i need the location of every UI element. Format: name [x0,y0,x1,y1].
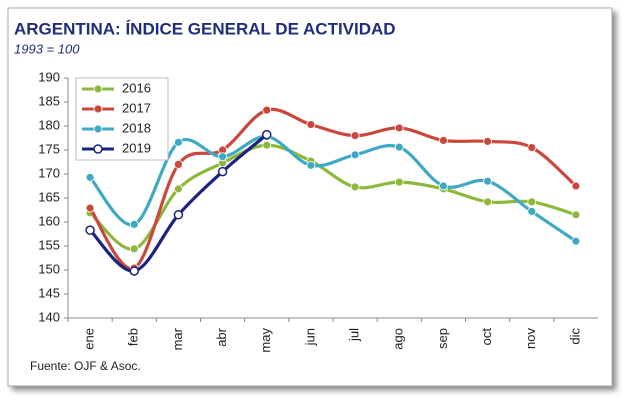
point [483,197,492,207]
point [174,184,183,194]
x-tick-label: oct [479,328,494,346]
point [217,166,228,177]
x-tick-label: sep [435,328,450,349]
point [439,135,448,145]
y-tick-label: 150 [38,261,60,276]
point [571,236,581,246]
legend-label: 2019 [122,140,151,155]
x-tick-label: feb [126,328,141,346]
chart-subtitle: 1993 = 100 [14,41,80,56]
point [571,181,581,191]
legend-box [75,77,169,161]
point [262,129,272,140]
y-tick-label: 145 [38,285,60,300]
point [306,160,316,170]
legend-label: 2016 [122,80,151,95]
point [262,140,272,150]
point [350,182,360,192]
y-tick-label: 155 [38,237,60,252]
legend-marker [93,84,103,94]
legend-marker [93,104,103,114]
point [129,266,139,276]
point [129,244,139,254]
legend-label: 2017 [122,100,151,115]
legend-label: 2018 [122,120,151,135]
source: Fuente: OJF & Asoc. [30,359,141,373]
point [85,172,95,182]
y-tick-label: 165 [38,189,60,204]
point [394,142,404,152]
point [262,105,272,115]
x-tick-label: mar [170,327,185,350]
x-tick-label: nov [523,328,538,349]
y-tick-label: 190 [38,69,60,84]
point [174,159,183,169]
x-tick-label: ago [391,328,406,350]
x-tick-label: dic [567,328,582,345]
point [306,120,316,129]
legend-marker [93,144,103,154]
point [173,210,184,220]
point [483,136,492,146]
y-tick-label: 160 [38,213,60,228]
legend-marker [93,124,103,134]
point [439,181,448,191]
point [350,150,360,160]
x-tick-label: may [258,328,273,353]
y-tick-label: 175 [38,141,60,156]
point [527,143,537,153]
point [218,152,227,162]
legend: 2016 2017 2018 2019 [75,77,169,161]
x-tick-label: jun [302,328,317,346]
x-tick-label: ene [82,328,97,350]
point [527,207,537,216]
point [85,225,95,235]
y-tick-label: 180 [38,117,60,132]
point [350,131,360,141]
point [85,203,95,213]
y-tick-label: 140 [38,309,60,324]
point [129,219,139,229]
chart-title: ARGENTINA: ÍNDICE GENERAL DE ACTIVIDAD [14,19,396,38]
point [394,123,404,133]
point [483,176,492,186]
point [174,137,183,147]
y-tick-label: 185 [38,93,60,108]
x-tick-label: abr [214,327,229,346]
y-tick-label: 170 [38,165,60,180]
x-tick-label: jul [347,328,362,342]
point [527,197,537,207]
point [394,177,404,187]
point [571,210,581,220]
